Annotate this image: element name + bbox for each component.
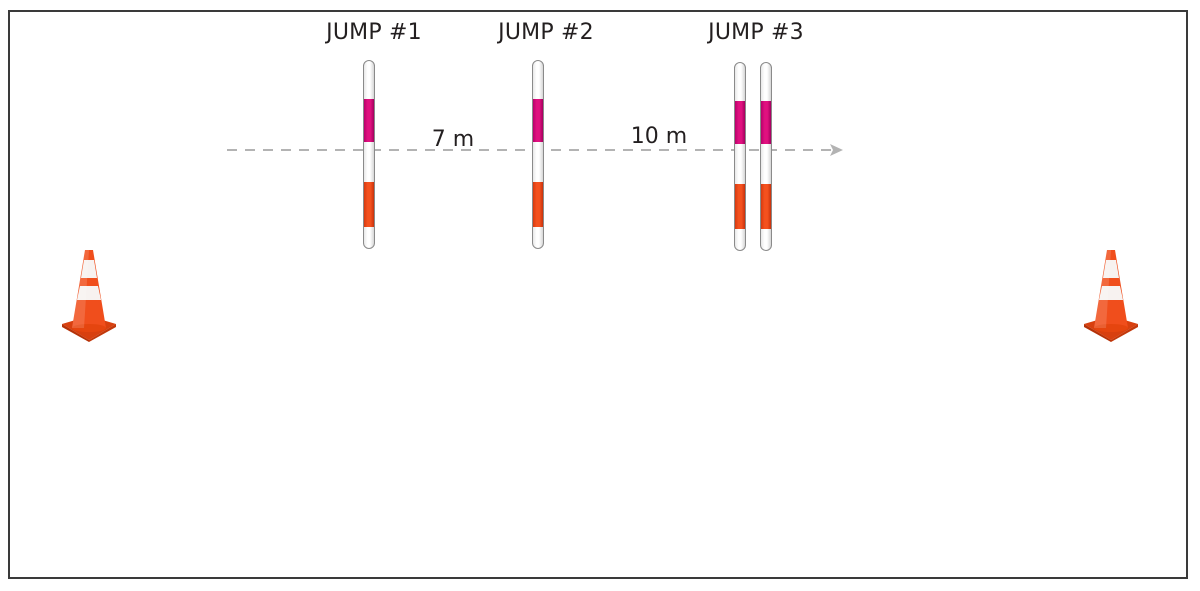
- course-frame: [8, 10, 1188, 579]
- pink-band: [735, 101, 745, 144]
- jump-3-pole-b: [760, 62, 772, 251]
- pink-band: [364, 99, 374, 142]
- jump-3-label: JUMP #3: [708, 20, 804, 45]
- traffic-cone-left-icon: [62, 250, 116, 342]
- jump-1-label: JUMP #1: [326, 20, 422, 45]
- distance-label-10m: 10 m: [630, 124, 688, 149]
- distance-label-7m: 7 m: [431, 127, 475, 152]
- jump-1-pole: [363, 60, 375, 249]
- jump-3-pole-a: [734, 62, 746, 251]
- jump-2-pole: [532, 60, 544, 249]
- orange-band: [364, 182, 374, 227]
- orange-band: [761, 184, 771, 229]
- arrowhead-icon: [830, 144, 843, 156]
- orange-band: [533, 182, 543, 227]
- jump-2-label: JUMP #2: [498, 20, 594, 45]
- pink-band: [533, 99, 543, 142]
- pink-band: [761, 101, 771, 144]
- traffic-cone-right-icon: [1084, 250, 1138, 342]
- orange-band: [735, 184, 745, 229]
